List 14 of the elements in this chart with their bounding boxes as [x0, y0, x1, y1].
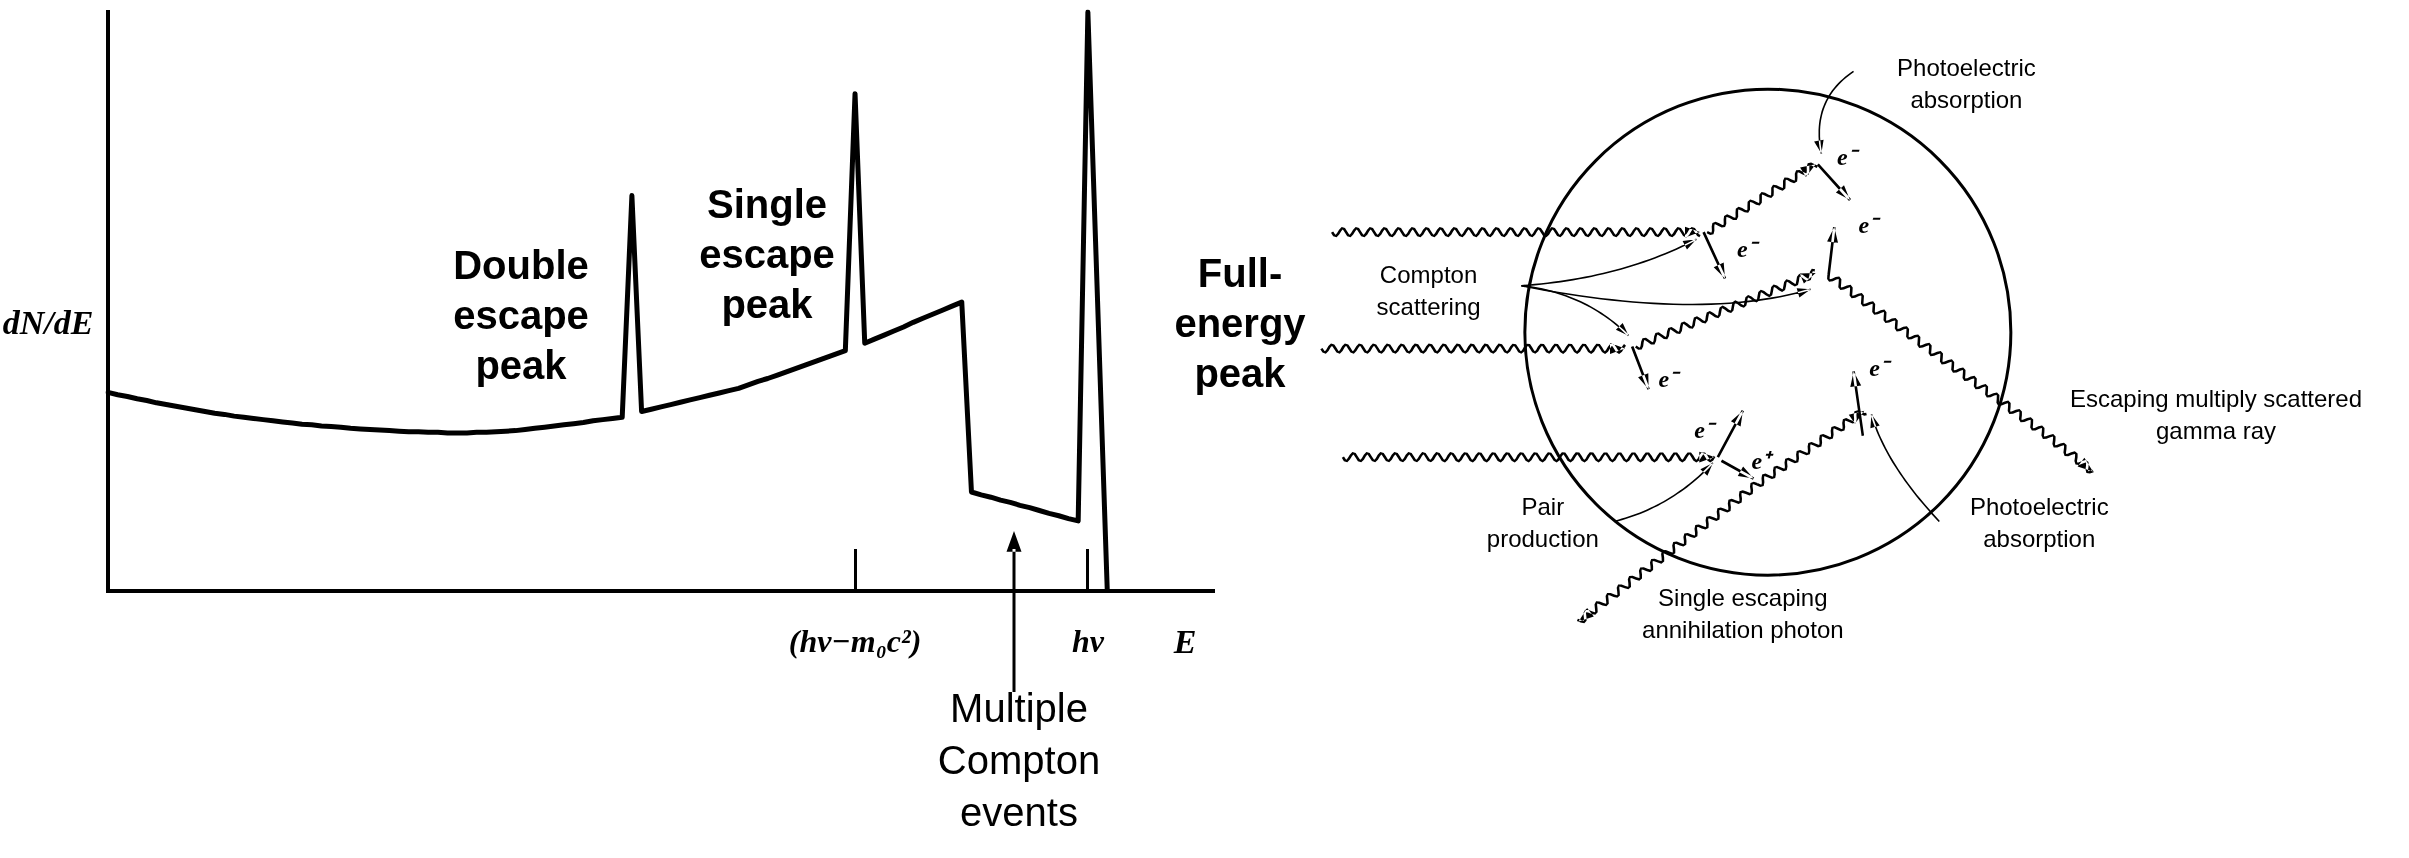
x-tick-label: hν — [1071, 623, 1105, 660]
x-tick-label: (hν−m₀c²) — [788, 623, 922, 660]
text: Multiple Compton events — [936, 685, 1102, 836]
text: Escaping multiply scattered gamma ray — [2068, 384, 2364, 446]
text: Photoelectric absorption — [1968, 491, 2110, 554]
x-axis-title: E — [1173, 621, 1197, 662]
annotation: Full-energy peak — [1173, 250, 1307, 397]
text: Photoelectric absorption — [1896, 53, 2037, 116]
annotation: Single escape peak — [698, 181, 836, 328]
annotation: Double escape peak — [452, 242, 590, 389]
text: Compton scattering — [1375, 260, 1482, 323]
text: Pair production — [1485, 491, 1600, 554]
text: Single escaping annihilation photon — [1641, 583, 1845, 646]
y-axis-title: dN/dE — [2, 302, 94, 343]
